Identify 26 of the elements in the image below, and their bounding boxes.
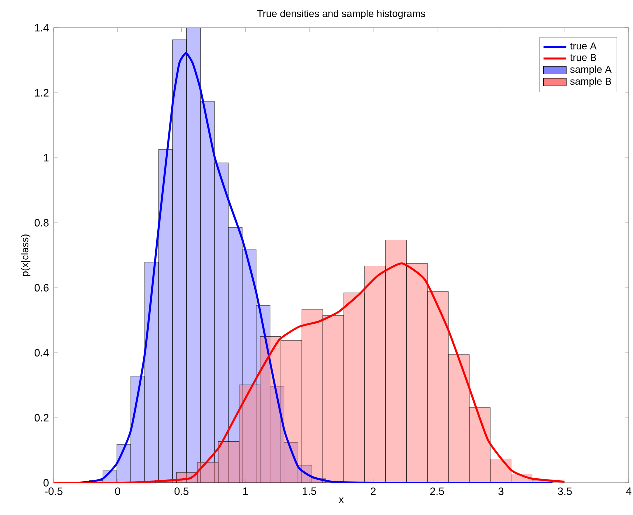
legend-label: sample B bbox=[570, 78, 612, 88]
y-tick-label: 1 bbox=[44, 154, 49, 162]
x-tick-label: 2 bbox=[371, 488, 376, 496]
x-tick-label: 1.5 bbox=[302, 488, 317, 496]
x-tick-label: 3 bbox=[498, 488, 504, 496]
x-tick-label: 0 bbox=[115, 488, 120, 496]
x-tick-label: 3.5 bbox=[558, 488, 572, 496]
x-tick-label: -0.5 bbox=[45, 488, 63, 496]
y-tick-label: 1.4 bbox=[35, 24, 49, 32]
x-axis-title: x bbox=[339, 498, 344, 504]
x-tick-label: 1 bbox=[244, 488, 248, 496]
x-tick-label: 4 bbox=[626, 488, 632, 496]
y-tick-label: 0.4 bbox=[34, 349, 49, 357]
y-tick-label: 0.8 bbox=[34, 219, 49, 227]
legend-label: true A bbox=[570, 42, 597, 50]
chart-title: True densities and sample histograms bbox=[257, 10, 426, 20]
y-tick-label: 0.6 bbox=[34, 284, 49, 292]
x-tick-label: 0.5 bbox=[174, 488, 189, 496]
y-tick-label: 0 bbox=[44, 479, 49, 487]
line-series bbox=[54, 262, 566, 483]
x-tick-label: 2.5 bbox=[430, 488, 444, 496]
legend-label: true B bbox=[570, 54, 596, 62]
y-axis-title: p(x|class) bbox=[21, 234, 31, 276]
legend-label: sample A bbox=[570, 66, 612, 76]
y-tick-label: 0.2 bbox=[34, 414, 49, 422]
y-tick-label: 1.2 bbox=[35, 89, 49, 97]
